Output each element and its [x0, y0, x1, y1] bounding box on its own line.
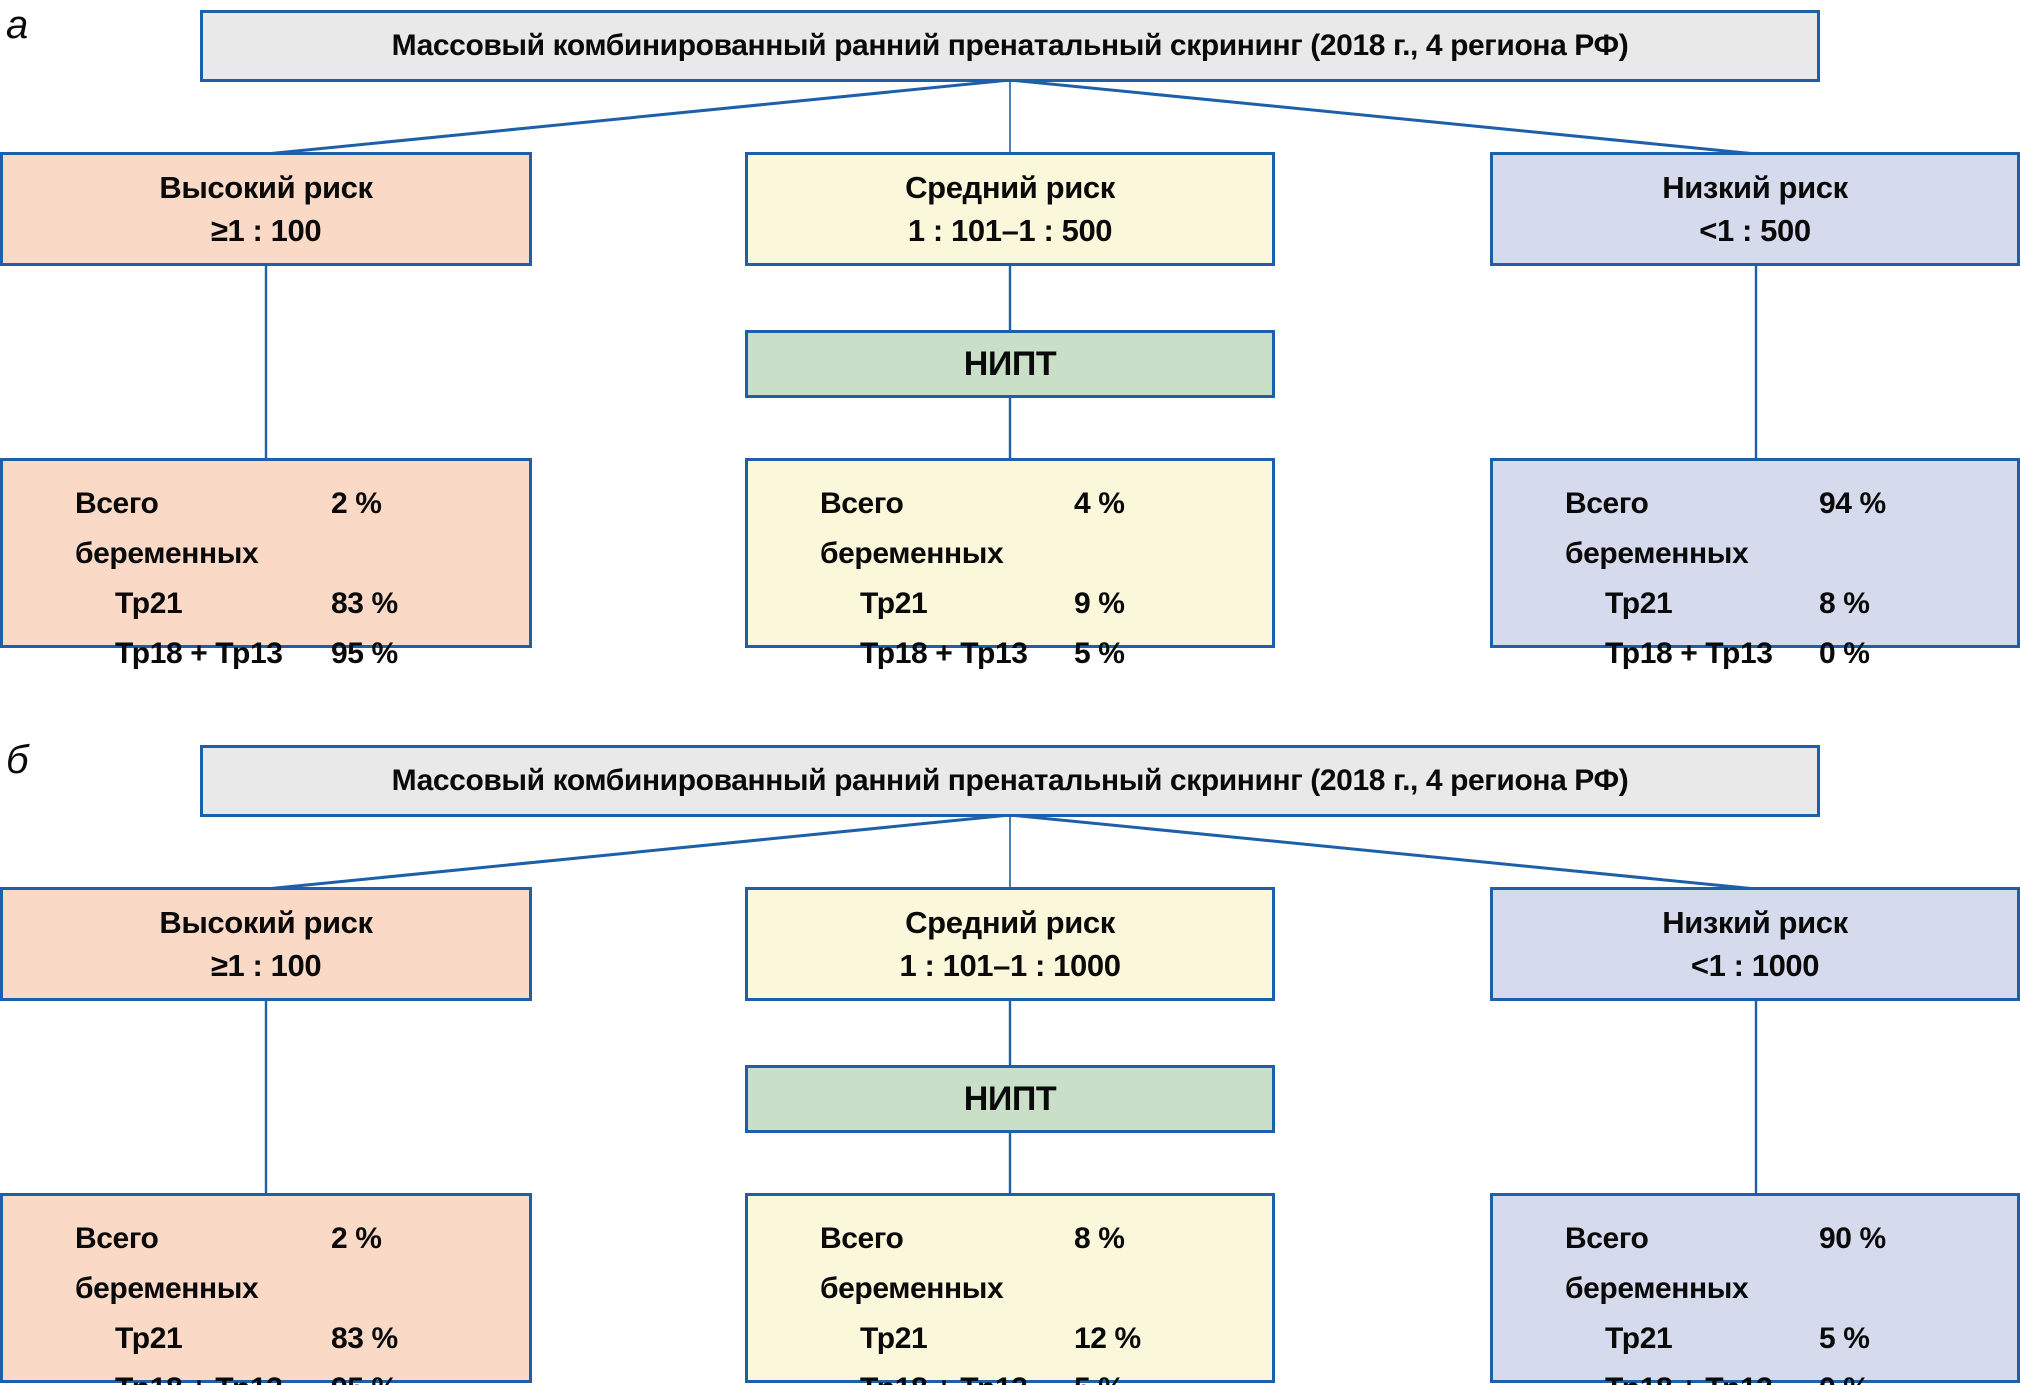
row-value: 0 % — [1819, 1364, 1937, 1385]
row-label: Тр21 — [860, 1322, 928, 1355]
result-header-row: Всего беременных 94 % — [1493, 479, 2017, 579]
panel-label-a: а — [6, 3, 29, 47]
row-label: Тр18 + Тр13 — [1605, 637, 1773, 670]
row-label: Тр21 — [115, 587, 183, 620]
row-value: 5 % — [1819, 1322, 1870, 1355]
title-box: Массовый комбинированный ранний пренатал… — [200, 745, 1820, 817]
row-value: 5 % — [1074, 637, 1125, 670]
total-value: 2 % — [331, 1222, 382, 1255]
high-result-box: Всего беременных 2 % Тр21 83 % Тр18 + Тр… — [0, 458, 532, 670]
result-row: Тр21 9 % — [748, 579, 1272, 629]
row-value: 95 % — [331, 637, 398, 670]
low-risk-name: Низкий риск — [1662, 905, 1848, 940]
title-text: Массовый комбинированный ранний пренатал… — [391, 29, 1629, 62]
mid-risk-range: 1 : 101–1 : 500 — [907, 213, 1113, 248]
high-risk-box: Высокий риск ≥1 : 100 — [0, 152, 532, 266]
panel-label-b: б — [6, 738, 29, 782]
connector-title-to-low — [1009, 78, 1757, 156]
low-risk-range: <1 : 1000 — [1690, 948, 1820, 983]
result-row: Тр18 + Тр13 5 % — [748, 629, 1272, 679]
connector-title-to-low — [1009, 813, 1757, 891]
result-row: Тр18 + Тр13 95 % — [3, 1364, 529, 1385]
total-value: 2 % — [331, 487, 382, 520]
result-row: Тр21 8 % — [1493, 579, 2017, 629]
mid-result-box: Всего беременных 4 % Тр21 9 % Тр18 + Тр1… — [745, 458, 1275, 670]
row-value: 9 % — [1074, 587, 1125, 620]
result-header-row: Всего беременных 4 % — [748, 479, 1272, 579]
row-label: Тр21 — [115, 1322, 183, 1355]
mid-risk-name: Средний риск — [905, 170, 1115, 205]
connector-title-to-high — [265, 78, 1011, 156]
row-value: 95 % — [331, 1364, 449, 1385]
row-value: 83 % — [331, 587, 398, 620]
row-label: Тр18 + Тр13 — [860, 1364, 1074, 1385]
diagram-b: б Массовый комбинированный ранний пренат… — [0, 735, 2020, 1385]
connector-title-to-high — [265, 813, 1011, 891]
low-risk-box: Низкий риск <1 : 1000 — [1490, 887, 2020, 1001]
high-risk-range: ≥1 : 100 — [210, 213, 322, 248]
row-label: Тр18 + Тр13 — [1605, 1364, 1819, 1385]
result-row: Тр18 + Тр13 0 % — [1493, 629, 2017, 679]
result-header-row: Всего беременных 90 % — [1493, 1214, 2017, 1314]
total-value: 94 % — [1819, 487, 1886, 520]
low-result-box: Всего беременных 90 % Тр21 5 % Тр18 + Тр… — [1490, 1193, 2020, 1385]
total-label: Всего беременных — [75, 1222, 259, 1305]
row-value: 12 % — [1074, 1322, 1141, 1355]
mid-result-box: Всего беременных 8 % Тр21 12 % Тр18 + Тр… — [745, 1193, 1275, 1385]
nipt-label: НИПТ — [963, 344, 1057, 383]
title-text: Массовый комбинированный ранний пренатал… — [391, 764, 1629, 797]
result-row: Тр18 + Тр13 0 % — [1493, 1364, 2017, 1385]
row-label: Тр18 + Тр13 — [115, 637, 283, 670]
high-risk-range: ≥1 : 100 — [210, 948, 322, 983]
low-result-box: Всего беременных 94 % Тр21 8 % Тр18 + Тр… — [1490, 458, 2020, 670]
total-value: 4 % — [1074, 487, 1125, 520]
mid-risk-range: 1 : 101–1 : 1000 — [899, 948, 1121, 983]
result-header-row: Всего беременных 8 % — [748, 1214, 1272, 1314]
nipt-box: НИПТ — [745, 330, 1275, 398]
result-row: Тр18 + Тр13 95 % — [3, 629, 529, 679]
row-label: Тр18 + Тр13 — [115, 1364, 331, 1385]
title-box: Массовый комбинированный ранний пренатал… — [200, 10, 1820, 82]
total-label: Всего беременных — [820, 1222, 1004, 1305]
result-row: Тр21 12 % — [748, 1314, 1272, 1364]
total-label: Всего беременных — [1565, 487, 1749, 570]
low-risk-box: Низкий риск <1 : 500 — [1490, 152, 2020, 266]
row-label: Тр18 + Тр13 — [860, 637, 1028, 670]
mid-risk-box: Средний риск 1 : 101–1 : 500 — [745, 152, 1275, 266]
result-header-row: Всего беременных 2 % — [3, 1214, 529, 1314]
total-value: 90 % — [1819, 1222, 1886, 1255]
mid-risk-box: Средний риск 1 : 101–1 : 1000 — [745, 887, 1275, 1001]
low-risk-range: <1 : 500 — [1699, 213, 1811, 248]
total-label: Всего беременных — [1565, 1222, 1749, 1305]
high-risk-name: Высокий риск — [159, 905, 373, 940]
high-risk-name: Высокий риск — [159, 170, 373, 205]
high-risk-box: Высокий риск ≥1 : 100 — [0, 887, 532, 1001]
total-label: Всего беременных — [820, 487, 1004, 570]
row-value: 5 % — [1074, 1364, 1192, 1385]
row-value: 0 % — [1819, 637, 1870, 670]
mid-risk-name: Средний риск — [905, 905, 1115, 940]
total-label: Всего беременных — [75, 487, 259, 570]
low-risk-name: Низкий риск — [1662, 170, 1848, 205]
result-row: Тр21 5 % — [1493, 1314, 2017, 1364]
row-label: Тр21 — [1605, 587, 1673, 620]
diagram-a: а Массовый комбинированный ранний пренат… — [0, 3, 2020, 670]
row-label: Тр21 — [1605, 1322, 1673, 1355]
high-result-box: Всего беременных 2 % Тр21 83 % Тр18 + Тр… — [0, 1193, 532, 1385]
result-header-row: Всего беременных 2 % — [3, 479, 529, 579]
row-label: Тр21 — [860, 587, 928, 620]
nipt-box: НИПТ — [745, 1065, 1275, 1133]
result-row: Тр18 + Тр13 5 % — [748, 1364, 1272, 1385]
nipt-label: НИПТ — [963, 1079, 1057, 1118]
row-value: 8 % — [1819, 587, 1870, 620]
row-value: 83 % — [331, 1322, 398, 1355]
result-row: Тр21 83 % — [3, 1314, 529, 1364]
total-value: 8 % — [1074, 1222, 1125, 1255]
result-row: Тр21 83 % — [3, 579, 529, 629]
